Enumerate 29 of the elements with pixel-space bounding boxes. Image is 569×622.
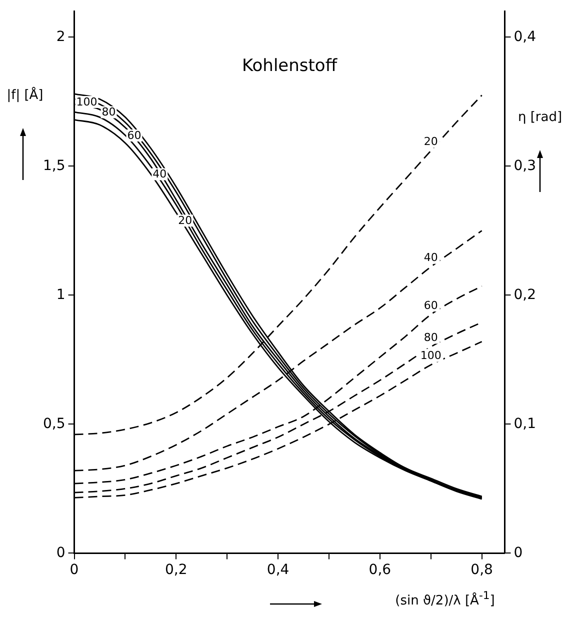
series-label: 20 — [424, 135, 438, 148]
series-label: 60 — [424, 298, 438, 312]
y2-axis-title: η [rad] — [516, 110, 564, 126]
y-tick-label: 0,5 — [43, 416, 66, 432]
x-tick-label: 0,2 — [165, 562, 188, 578]
y2-tick-label: 0,2 — [514, 286, 536, 303]
series-label: 100 — [420, 349, 442, 362]
y2-tick-label: 0,3 — [514, 158, 536, 174]
series-label: 60 — [127, 128, 142, 142]
text: Kohlenstoff — [242, 56, 338, 76]
x-tick-label: 0 — [70, 562, 79, 578]
x-tick-label: 0,4 — [266, 562, 290, 578]
series-label: 20 — [178, 214, 192, 227]
series-label: 100 — [76, 95, 98, 108]
y-tick-label: 1,5 — [43, 158, 66, 174]
series-label: 80 — [424, 331, 438, 344]
y2-tick-label: 0 — [514, 544, 523, 561]
y2-tick-label: 0,1 — [514, 416, 536, 432]
y-tick-label: 0 — [56, 544, 66, 561]
series-label: 40 — [424, 251, 438, 264]
x-axis-title: (sin ϑ/2)/λ [Å$^{-1}$] — [394, 588, 496, 610]
y2-tick-label: 0,4 — [514, 28, 536, 45]
x-tick-label: 0,8 — [470, 562, 493, 578]
y-axis-title: |f| [Å] — [6, 88, 44, 104]
series-label: 40 — [152, 168, 167, 181]
y-tick-label: 1 — [56, 286, 66, 303]
y-tick-label: 2 — [56, 28, 66, 45]
x-tick-label: 0,6 — [368, 562, 392, 578]
series-label: 80 — [102, 106, 116, 119]
